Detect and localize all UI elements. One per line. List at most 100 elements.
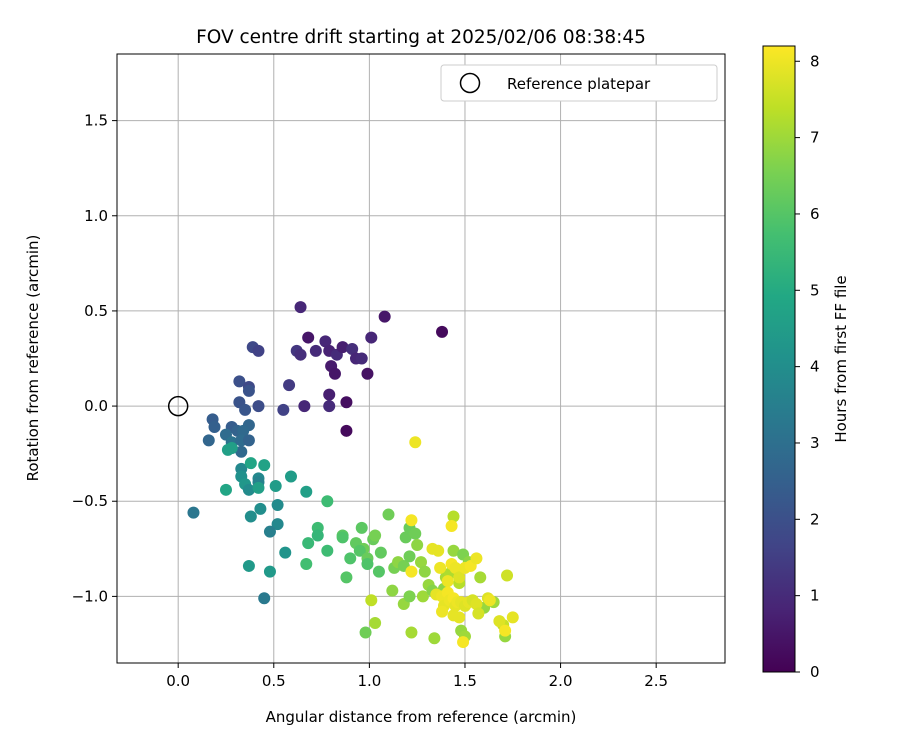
- data-point: [187, 506, 200, 519]
- data-point: [340, 396, 353, 409]
- data-point: [239, 403, 252, 416]
- y-axis-ticks: −1.0 −0.5 0.0 0.5 1.0 1.5: [72, 112, 117, 605]
- data-point: [244, 510, 257, 523]
- colorbar-tick-label: 5: [810, 281, 820, 299]
- data-point: [378, 310, 391, 323]
- x-axis-ticks: 0.0 0.5 1.0 1.5 2.0 2.5: [166, 663, 668, 690]
- data-point: [445, 519, 458, 532]
- data-point: [237, 424, 250, 437]
- data-point: [369, 529, 382, 542]
- data-point: [449, 561, 462, 574]
- data-point: [493, 615, 506, 628]
- x-axis-label: Angular distance from reference (arcmin): [266, 708, 577, 726]
- colorbar-tick-label: 8: [810, 52, 820, 70]
- data-points: [187, 301, 519, 649]
- data-point: [319, 335, 332, 348]
- data-point: [441, 575, 454, 588]
- data-point: [336, 531, 349, 544]
- x-tick-label: 1.0: [357, 672, 381, 690]
- data-point: [279, 546, 292, 559]
- data-point: [258, 459, 271, 472]
- data-point: [501, 569, 514, 582]
- data-point: [436, 325, 449, 338]
- plot-frame: [116, 53, 726, 664]
- data-point: [283, 379, 296, 392]
- data-point: [242, 434, 255, 447]
- colorbar-label: Hours from first FF file: [832, 275, 850, 442]
- data-point: [409, 527, 422, 540]
- y-tick-label: 1.5: [84, 112, 108, 130]
- data-point: [258, 592, 271, 605]
- data-point: [340, 571, 353, 584]
- data-point: [235, 445, 248, 458]
- chart-title: FOV centre drift starting at 2025/02/06 …: [196, 27, 646, 48]
- data-point: [302, 537, 315, 550]
- data-point: [340, 424, 353, 437]
- data-point: [252, 481, 265, 494]
- legend-reference-marker: [459, 72, 481, 94]
- data-point: [219, 483, 232, 496]
- x-tick-label: 0.0: [166, 672, 190, 690]
- data-point: [244, 457, 257, 470]
- data-point: [284, 470, 297, 483]
- data-point: [233, 375, 246, 388]
- colorbar-tick-label: 0: [810, 663, 820, 681]
- data-point: [403, 550, 416, 563]
- data-point: [252, 344, 265, 357]
- data-point: [252, 400, 265, 413]
- data-point: [405, 626, 418, 639]
- reference-point-marker: [167, 395, 189, 417]
- legend: Reference platepar: [440, 64, 718, 102]
- data-point: [428, 632, 441, 645]
- data-point: [470, 598, 483, 611]
- data-point: [506, 611, 519, 624]
- data-point: [411, 539, 424, 552]
- x-tick-label: 2.5: [644, 672, 668, 690]
- data-point: [309, 344, 322, 357]
- data-point: [208, 421, 221, 434]
- data-point: [323, 388, 336, 401]
- x-tick-label: 1.5: [453, 672, 477, 690]
- data-point: [321, 495, 334, 508]
- data-point: [418, 565, 431, 578]
- data-point: [346, 342, 359, 355]
- data-point: [457, 636, 470, 649]
- data-point: [365, 331, 378, 344]
- data-point: [302, 331, 315, 344]
- data-point: [405, 514, 418, 527]
- data-point: [300, 485, 313, 498]
- legend-entry-reference: Reference platepar: [507, 75, 651, 93]
- data-point: [483, 594, 496, 607]
- data-point: [416, 590, 429, 603]
- data-point: [415, 556, 427, 569]
- y-tick-label: 0.5: [84, 302, 108, 320]
- data-point: [399, 531, 412, 544]
- data-point: [470, 552, 483, 565]
- data-point: [434, 561, 447, 574]
- data-point: [372, 565, 385, 578]
- y-axis-label: Rotation from reference (arcmin): [24, 235, 42, 482]
- data-point: [355, 352, 368, 365]
- data-point: [359, 626, 372, 639]
- data-point: [409, 436, 422, 449]
- colorbar-tick-label: 4: [810, 358, 820, 376]
- data-point: [321, 544, 334, 557]
- colorbar-ticks: 0 1 2 3 4 5 6 7 8: [795, 52, 820, 681]
- y-tick-label: −0.5: [72, 492, 108, 510]
- grid-lines: [117, 54, 725, 663]
- data-point: [447, 510, 460, 523]
- y-tick-label: 0.0: [84, 397, 108, 415]
- colorbar-tick-label: 2: [810, 510, 820, 528]
- data-point: [353, 544, 366, 557]
- colorbar-tick-label: 6: [810, 205, 820, 223]
- data-point: [453, 571, 466, 584]
- x-tick-label: 0.5: [262, 672, 286, 690]
- data-point: [499, 624, 512, 637]
- data-point: [472, 607, 485, 620]
- data-point: [436, 605, 449, 618]
- data-point: [294, 301, 307, 314]
- data-point: [369, 617, 382, 630]
- data-point: [269, 480, 282, 493]
- data-point: [355, 521, 368, 534]
